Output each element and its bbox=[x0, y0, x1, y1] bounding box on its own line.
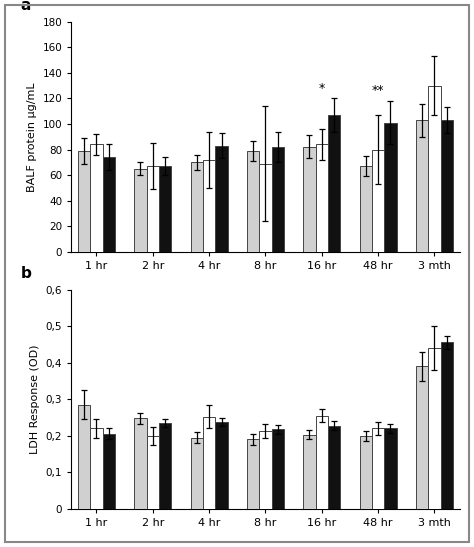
Bar bbox=[78, 405, 90, 509]
Bar bbox=[359, 436, 372, 509]
Bar bbox=[384, 428, 397, 509]
Bar bbox=[328, 115, 340, 252]
Bar bbox=[372, 149, 384, 252]
Text: a: a bbox=[20, 0, 31, 13]
Bar bbox=[441, 342, 453, 509]
Bar bbox=[303, 435, 316, 509]
Bar bbox=[316, 144, 328, 252]
Bar bbox=[316, 416, 328, 509]
Bar bbox=[90, 428, 103, 509]
Bar bbox=[146, 166, 159, 252]
Bar bbox=[441, 120, 453, 252]
Bar bbox=[78, 151, 90, 252]
Bar bbox=[303, 147, 316, 252]
Bar bbox=[359, 166, 372, 252]
Bar bbox=[259, 431, 272, 509]
Bar bbox=[247, 151, 259, 252]
Bar bbox=[428, 348, 441, 509]
Bar bbox=[203, 160, 215, 252]
Bar bbox=[215, 146, 228, 252]
Bar bbox=[328, 426, 340, 509]
Bar bbox=[428, 86, 441, 252]
Bar bbox=[215, 422, 228, 509]
Y-axis label: LDH Response (OD): LDH Response (OD) bbox=[30, 345, 40, 454]
Bar bbox=[247, 439, 259, 509]
Bar bbox=[134, 168, 146, 252]
Bar bbox=[259, 164, 272, 252]
Bar bbox=[203, 417, 215, 509]
Bar bbox=[159, 166, 172, 252]
Bar bbox=[146, 436, 159, 509]
Text: *: * bbox=[319, 82, 325, 95]
Bar bbox=[372, 428, 384, 509]
Bar bbox=[416, 120, 428, 252]
Bar bbox=[103, 157, 115, 252]
Bar bbox=[103, 434, 115, 509]
Bar bbox=[272, 147, 284, 252]
Text: **: ** bbox=[372, 84, 384, 97]
Text: b: b bbox=[20, 266, 31, 281]
Bar bbox=[272, 429, 284, 509]
Bar bbox=[191, 162, 203, 252]
Bar bbox=[159, 423, 172, 509]
Bar bbox=[90, 144, 103, 252]
Bar bbox=[384, 123, 397, 252]
Bar bbox=[134, 418, 146, 509]
Y-axis label: BALF protein μg/mL: BALF protein μg/mL bbox=[27, 82, 37, 191]
Bar bbox=[191, 438, 203, 509]
Bar bbox=[416, 366, 428, 509]
